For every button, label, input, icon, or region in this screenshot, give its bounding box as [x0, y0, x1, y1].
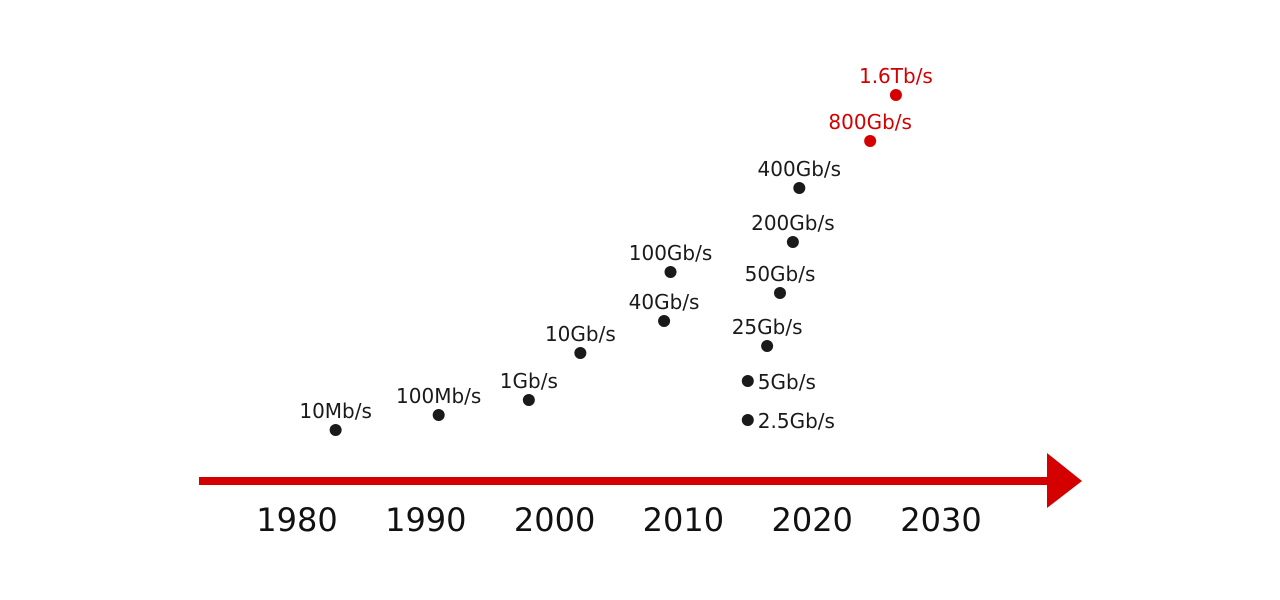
axis-line	[199, 477, 1051, 485]
data-point-dot	[786, 236, 799, 248]
data-point: 1Gb/s	[500, 369, 558, 406]
data-point: 10Gb/s	[545, 322, 616, 359]
year-tick-label: 2000	[514, 501, 595, 539]
data-point: 100Mb/s	[396, 384, 481, 421]
data-point-dot	[741, 414, 754, 426]
timeline-axis	[199, 453, 1082, 508]
data-point-label: 1Gb/s	[500, 369, 558, 393]
arrow-head-icon	[1047, 453, 1082, 508]
data-point: 1.6Tb/s	[859, 64, 933, 101]
data-point-dot	[664, 266, 677, 278]
data-point-label: 200Gb/s	[751, 211, 835, 235]
year-tick-label: 1980	[256, 501, 337, 539]
year-tick-label: 2030	[900, 501, 981, 539]
data-point: 5Gb/s	[741, 370, 816, 394]
data-point-label: 50Gb/s	[745, 262, 816, 286]
data-point-dot	[432, 409, 445, 421]
data-point-dot	[741, 375, 754, 387]
year-ticks: 1980 1990 2000 2010 2020 2030	[256, 501, 981, 539]
data-point-dot	[761, 340, 774, 352]
data-point-label: 2.5Gb/s	[758, 409, 835, 433]
data-point-dot	[774, 287, 786, 299]
data-point: 25Gb/s	[732, 315, 803, 352]
data-point-dot	[574, 347, 587, 359]
data-point: 50Gb/s	[745, 262, 816, 299]
data-point-label: 25Gb/s	[732, 315, 803, 339]
data-point-label: 100Mb/s	[396, 384, 481, 408]
data-point: 2.5Gb/s	[741, 409, 835, 433]
data-point-label: 10Gb/s	[545, 322, 616, 346]
data-point-label: 40Gb/s	[629, 290, 700, 314]
data-point-label: 800Gb/s	[828, 110, 912, 134]
year-tick-label: 2010	[643, 501, 724, 539]
data-point: 800Gb/s	[828, 110, 912, 147]
data-point-dot	[658, 315, 671, 327]
data-point: 10Mb/s	[299, 399, 372, 436]
data-point: 40Gb/s	[629, 290, 700, 327]
data-point-dot	[329, 424, 342, 436]
data-point: 400Gb/s	[758, 157, 842, 194]
data-point-dot	[889, 89, 902, 101]
data-point-dot	[522, 394, 535, 406]
data-points: 10Mb/s 100Mb/s 1Gb/s 10Gb/s 40Gb/s 100Gb/s 2.5…	[299, 64, 933, 436]
data-point-label: 100Gb/s	[629, 241, 713, 265]
data-point-label: 1.6Tb/s	[859, 64, 933, 88]
data-point: 200Gb/s	[751, 211, 835, 248]
data-point: 100Gb/s	[629, 241, 713, 278]
year-tick-label: 2020	[771, 501, 852, 539]
year-tick-label: 1990	[385, 501, 466, 539]
data-point-dot	[864, 135, 877, 147]
data-point-label: 5Gb/s	[758, 370, 816, 394]
data-point-label: 10Mb/s	[299, 399, 372, 423]
data-point-label: 400Gb/s	[758, 157, 842, 181]
data-point-dot	[793, 182, 806, 194]
